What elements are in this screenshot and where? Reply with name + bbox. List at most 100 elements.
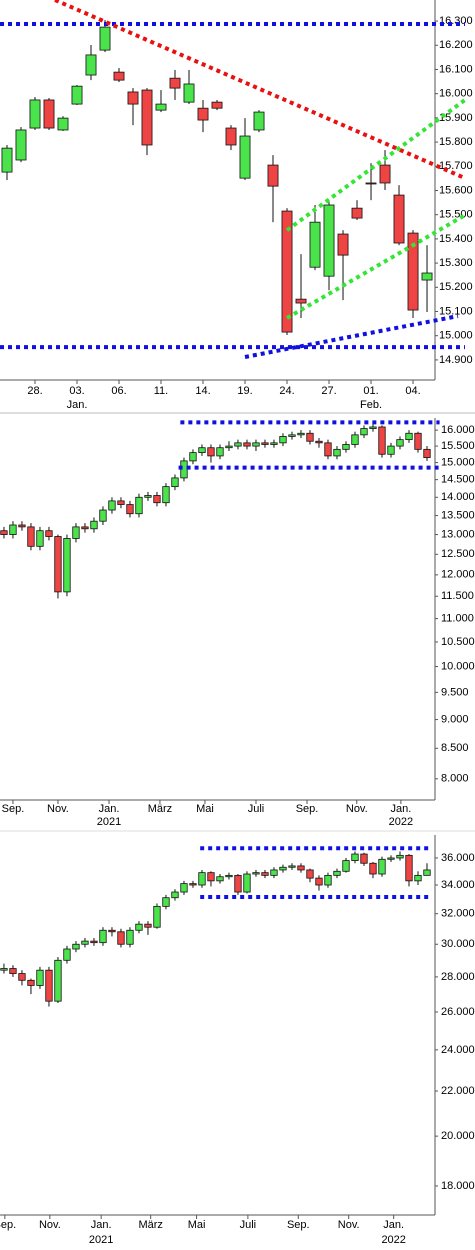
candle-body: [99, 26, 111, 51]
candle-body: [324, 874, 332, 886]
candle-body: [393, 194, 405, 244]
candle-body: [126, 929, 134, 945]
candle-body: [144, 923, 152, 928]
candle-body: [360, 853, 368, 864]
candle-body: [207, 872, 215, 882]
y-tick-label: 10.500: [441, 636, 475, 648]
y-tick-label: 9.500: [441, 686, 469, 698]
candle-body: [144, 495, 152, 498]
candle-body: [18, 973, 26, 981]
candle-body: [288, 434, 296, 437]
x-tick-label-secondary: 2021: [89, 1234, 113, 1246]
x-tick-label: Mai: [188, 1219, 206, 1231]
candle-body: [306, 432, 314, 442]
candle-body: [162, 486, 170, 504]
y-tick-label: 16.000: [439, 88, 473, 100]
y-tick-label: 15.200: [439, 281, 473, 293]
x-tick-label: Jan.: [91, 1219, 112, 1231]
candle-body: [180, 883, 188, 893]
x-tick-label-secondary: 2021: [97, 816, 121, 828]
candle-body: [324, 442, 332, 457]
candle-body: [189, 883, 197, 886]
x-tick-label: 14.: [195, 385, 210, 397]
candle-body: [27, 526, 35, 547]
y-tick-label: 34.000: [441, 879, 475, 891]
x-tick-label: 04.: [405, 385, 420, 397]
candle-body: [45, 969, 53, 1002]
candle-body: [54, 959, 62, 1002]
y-tick-label: 8.500: [441, 742, 469, 754]
candle-body: [225, 127, 237, 146]
candle-body: [365, 182, 377, 185]
candle-body: [279, 436, 287, 444]
candle-body: [369, 426, 377, 429]
candle-body: [63, 538, 71, 593]
candle-body: [113, 71, 125, 81]
candle-body: [72, 943, 80, 950]
candle-body: [423, 869, 431, 876]
candle-body: [387, 857, 395, 860]
candle-body: [211, 101, 223, 109]
x-tick-label: Jan.: [383, 1219, 404, 1231]
y-tick-label: 8.000: [441, 773, 469, 785]
y-tick-label: 9.000: [441, 713, 469, 725]
candle-body: [171, 891, 179, 899]
candle-body: [183, 83, 195, 103]
candle-body: [414, 874, 422, 882]
x-tick-label-secondary: Jan.: [67, 399, 88, 411]
candle-body: [297, 865, 305, 871]
candle-body: [1, 147, 13, 173]
y-tick-label: 18.000: [441, 1180, 475, 1192]
candle-body: [306, 869, 314, 879]
candle-body: [63, 948, 71, 961]
candle-body: [369, 862, 377, 875]
candle-body: [171, 477, 179, 488]
candle-body: [421, 272, 433, 281]
candle-body: [27, 979, 35, 986]
x-tick-label: März: [148, 803, 172, 815]
candle-body: [288, 865, 296, 868]
candle-body: [396, 439, 404, 447]
candle-body: [261, 872, 269, 876]
candle-body: [323, 204, 335, 277]
y-tick-label: 16.300: [439, 15, 473, 27]
x-tick-label: 03.: [69, 385, 84, 397]
x-tick-label: Nov.: [47, 803, 69, 815]
candle-body: [54, 536, 62, 593]
candle-body: [169, 77, 181, 89]
y-tick-label: 16.200: [439, 39, 473, 51]
y-tick-label: 16.000: [441, 424, 475, 436]
candle-body: [45, 530, 53, 537]
x-tick-label: Nov.: [39, 1219, 61, 1231]
candle-body: [99, 929, 107, 944]
candle-body: [29, 99, 41, 129]
y-tick-label: 11.000: [441, 613, 474, 625]
y-tick-label: 15.300: [439, 257, 473, 269]
candle-body: [189, 452, 197, 462]
candle-body: [90, 940, 98, 944]
candle-body: [127, 91, 139, 105]
candle-body: [281, 210, 293, 333]
candle-body: [351, 207, 363, 219]
candle-body: [379, 164, 391, 184]
y-tick-label: 15.600: [439, 184, 473, 196]
candle-body: [239, 135, 251, 179]
candle-body: [414, 432, 422, 450]
y-tick-label: 28.000: [441, 971, 475, 983]
candle-body: [405, 432, 413, 441]
candle-body: [267, 164, 279, 187]
y-tick-label: 14.500: [441, 474, 475, 486]
candle-body: [9, 968, 17, 974]
y-tick-label: 15.800: [439, 136, 473, 148]
y-tick-label: 24.000: [441, 1044, 475, 1056]
x-tick-label: 24.: [279, 385, 294, 397]
candle-body: [405, 854, 413, 882]
candle-body: [216, 447, 224, 457]
candle-body: [243, 442, 251, 447]
candle-body: [117, 931, 125, 945]
candle-body: [198, 872, 206, 886]
candle-body: [270, 442, 278, 445]
candle-body: [342, 860, 350, 872]
candle-body: [243, 873, 251, 893]
